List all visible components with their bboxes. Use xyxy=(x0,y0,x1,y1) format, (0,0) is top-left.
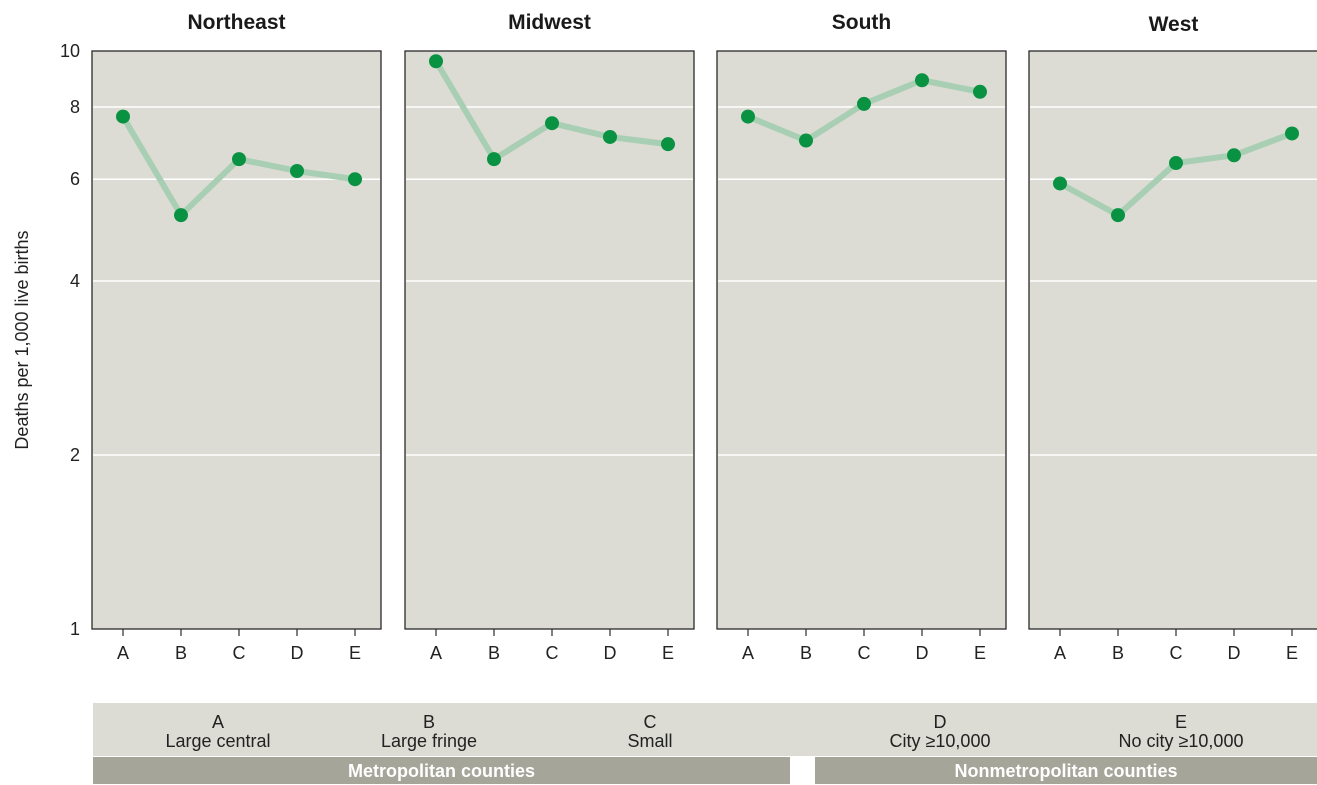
legend-label-a: Large central xyxy=(165,731,271,751)
y-tick-label: 2 xyxy=(70,445,80,465)
group-band-nonmetropolitan: Nonmetropolitan counties xyxy=(815,757,1317,784)
y-tick-label: 10 xyxy=(60,41,80,61)
x-tick-label: E xyxy=(1286,643,1298,663)
legend-label-b: Large fringe xyxy=(380,731,478,751)
x-tick-label: A xyxy=(1054,643,1066,663)
y-tick-label: 4 xyxy=(70,271,80,291)
data-point xyxy=(545,116,559,131)
data-point xyxy=(290,163,304,178)
x-tick-label: B xyxy=(488,643,500,663)
x-tick-label: E xyxy=(662,643,674,663)
legend-code-e: E xyxy=(1174,712,1187,732)
data-point xyxy=(661,137,675,152)
panel-title: West xyxy=(1149,13,1199,36)
legend-box xyxy=(93,703,1317,756)
y-axis-title: Deaths per 1,000 live births xyxy=(12,230,32,449)
data-point xyxy=(1053,176,1067,191)
data-point xyxy=(603,129,617,144)
x-tick-label: C xyxy=(858,643,871,663)
panel-title: South xyxy=(832,11,891,34)
legend-item-e: E No city ≥10,000 xyxy=(1066,713,1296,751)
legend-label-d: City ≥10,000 xyxy=(889,731,991,751)
data-point xyxy=(1285,126,1299,141)
y-tick-label: 1 xyxy=(70,619,80,639)
x-tick-label: C xyxy=(233,643,246,663)
data-point xyxy=(429,54,443,69)
x-tick-label: A xyxy=(742,643,754,663)
x-tick-label: B xyxy=(1112,643,1124,663)
chart-svg: Deaths per 1,000 live births 1 2 4 6 8 10 North… xyxy=(12,11,1317,663)
panel-background xyxy=(404,50,695,630)
panel-title: Midwest xyxy=(508,11,591,34)
data-point xyxy=(1227,148,1241,163)
y-tick-label: 6 xyxy=(70,169,80,189)
data-point xyxy=(857,96,871,111)
data-point xyxy=(741,109,755,124)
data-point xyxy=(348,172,362,187)
legend-item-c: C Small xyxy=(550,713,750,751)
data-point xyxy=(116,109,130,124)
legend-code-a: A xyxy=(211,712,224,732)
data-point xyxy=(1169,156,1183,171)
data-point xyxy=(174,208,188,223)
legend-item-b: B Large fringe xyxy=(329,713,529,751)
legend-code-b: B xyxy=(422,712,435,732)
y-tick-label: 8 xyxy=(70,97,80,117)
x-tick-label: D xyxy=(604,643,617,663)
legend-item-d: D City ≥10,000 xyxy=(840,713,1040,751)
x-tick-label: D xyxy=(291,643,304,663)
panel-title: Northeast xyxy=(187,11,285,34)
group-band-metropolitan: Metropolitan counties xyxy=(93,757,790,784)
legend-code-c: C xyxy=(643,712,657,732)
data-point xyxy=(1111,208,1125,223)
legend-item-a: A Large central xyxy=(118,713,318,751)
x-tick-label: C xyxy=(1170,643,1183,663)
data-point xyxy=(487,152,501,167)
x-tick-label: A xyxy=(430,643,442,663)
x-tick-label: E xyxy=(974,643,986,663)
x-tick-label: D xyxy=(916,643,929,663)
panel-background xyxy=(716,50,1007,630)
x-tick-label: B xyxy=(800,643,812,663)
data-point xyxy=(232,152,246,167)
data-point xyxy=(973,84,987,99)
data-point xyxy=(915,73,929,88)
legend-code-d: D xyxy=(933,712,947,732)
legend-label-e: No city ≥10,000 xyxy=(1118,731,1244,751)
panel-background xyxy=(1028,50,1317,630)
x-tick-label: D xyxy=(1228,643,1241,663)
x-tick-label: B xyxy=(175,643,187,663)
x-tick-label: C xyxy=(546,643,559,663)
data-point xyxy=(799,133,813,148)
x-tick-label: E xyxy=(349,643,361,663)
x-tick-label: A xyxy=(117,643,129,663)
legend-label-c: Small xyxy=(627,731,673,751)
